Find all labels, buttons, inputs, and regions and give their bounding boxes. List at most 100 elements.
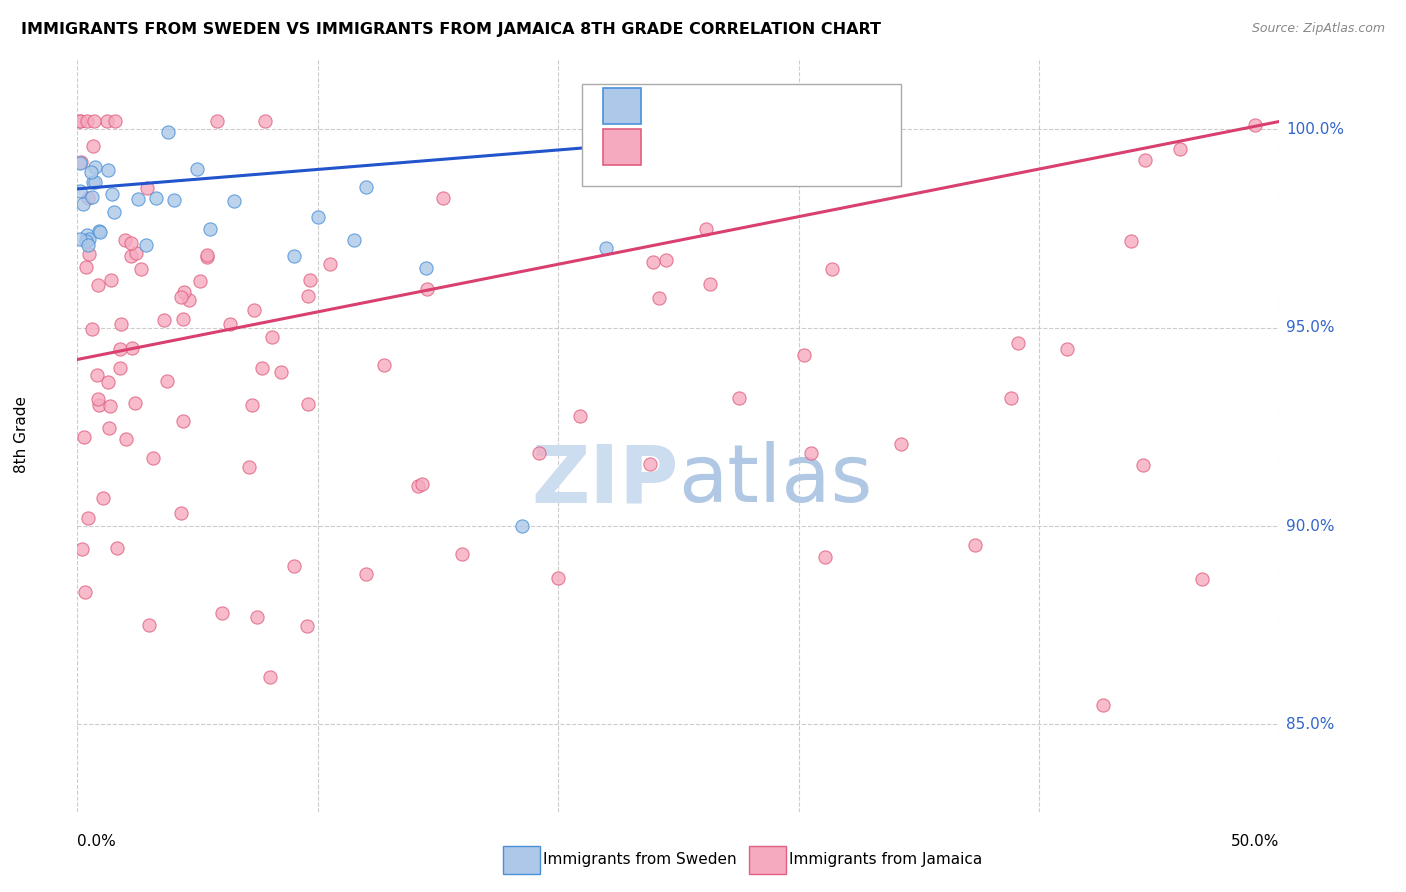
Text: ZIP: ZIP xyxy=(531,441,679,519)
Point xyxy=(240,398,263,412)
Point xyxy=(373,359,395,373)
Point xyxy=(77,191,100,205)
Text: atlas: atlas xyxy=(679,441,873,519)
Point xyxy=(727,391,749,405)
Point xyxy=(238,459,260,474)
Point xyxy=(120,249,142,263)
Point xyxy=(1132,458,1154,472)
Point xyxy=(108,360,131,375)
Point xyxy=(104,114,127,128)
Point xyxy=(156,374,179,388)
Text: 8th Grade: 8th Grade xyxy=(14,396,28,474)
Point xyxy=(1191,572,1213,586)
Point xyxy=(547,571,569,585)
Point xyxy=(253,114,276,128)
Point xyxy=(246,609,269,624)
Point xyxy=(307,210,329,224)
Point xyxy=(595,241,617,255)
Point xyxy=(83,160,105,174)
Point xyxy=(127,192,149,206)
Text: R = 0.290   N = 95: R = 0.290 N = 95 xyxy=(662,138,834,156)
Point xyxy=(97,162,120,177)
Point xyxy=(283,558,305,573)
Point xyxy=(1168,142,1191,156)
Point xyxy=(105,541,128,555)
Point xyxy=(655,253,678,268)
Point xyxy=(69,114,91,128)
Point xyxy=(98,399,121,413)
Point xyxy=(76,227,98,242)
Point xyxy=(186,162,208,177)
Point xyxy=(120,235,142,250)
Point xyxy=(1007,335,1029,350)
Text: 90.0%: 90.0% xyxy=(1286,518,1334,533)
Point xyxy=(121,341,143,355)
Point xyxy=(283,249,305,263)
Point xyxy=(153,313,176,327)
Point xyxy=(69,232,91,246)
Point xyxy=(82,175,104,189)
Point xyxy=(82,322,104,336)
Point xyxy=(70,155,93,169)
Point xyxy=(172,312,194,326)
Point xyxy=(82,139,104,153)
Point xyxy=(114,234,136,248)
Point xyxy=(250,361,273,376)
Point xyxy=(270,365,292,379)
Point xyxy=(69,114,91,128)
Point xyxy=(1000,391,1022,405)
Point xyxy=(699,277,721,291)
Point xyxy=(297,397,319,411)
Point xyxy=(198,221,221,235)
Point xyxy=(172,414,194,428)
Text: Immigrants from Sweden: Immigrants from Sweden xyxy=(543,853,737,867)
Text: 50.0%: 50.0% xyxy=(1232,834,1279,849)
Point xyxy=(195,250,218,264)
Point xyxy=(96,114,118,128)
Point xyxy=(91,491,114,505)
Point xyxy=(72,196,94,211)
Point xyxy=(100,186,122,201)
FancyBboxPatch shape xyxy=(582,85,901,186)
Point xyxy=(432,191,454,205)
Point xyxy=(87,278,110,293)
Point xyxy=(648,291,671,305)
Point xyxy=(1056,342,1078,356)
Bar xyxy=(603,87,641,124)
Point xyxy=(135,237,157,252)
Point xyxy=(222,194,245,208)
Point xyxy=(641,255,664,269)
Point xyxy=(416,282,439,296)
Point xyxy=(793,347,815,361)
Point xyxy=(77,511,100,525)
Point xyxy=(297,619,319,633)
Point xyxy=(260,330,283,344)
Point xyxy=(98,421,121,435)
Point xyxy=(73,585,96,599)
Point xyxy=(100,273,122,287)
Point xyxy=(136,180,159,194)
Point xyxy=(411,477,433,491)
Point xyxy=(69,184,91,198)
Point xyxy=(110,317,132,331)
Point xyxy=(205,114,228,128)
Point xyxy=(1121,235,1143,249)
Point xyxy=(173,285,195,300)
Point xyxy=(1133,153,1156,167)
Point xyxy=(1244,119,1267,133)
Point xyxy=(145,191,167,205)
Point xyxy=(87,224,110,238)
Point xyxy=(108,342,131,356)
Point xyxy=(77,237,100,252)
Point xyxy=(157,125,180,139)
Point xyxy=(527,446,550,460)
Point xyxy=(188,274,211,288)
Point xyxy=(76,114,98,128)
Point xyxy=(800,445,823,459)
Point xyxy=(80,165,103,179)
Point xyxy=(170,506,193,520)
Text: 95.0%: 95.0% xyxy=(1286,320,1334,335)
Point xyxy=(406,479,429,493)
Point xyxy=(169,290,191,304)
Point xyxy=(125,246,148,260)
